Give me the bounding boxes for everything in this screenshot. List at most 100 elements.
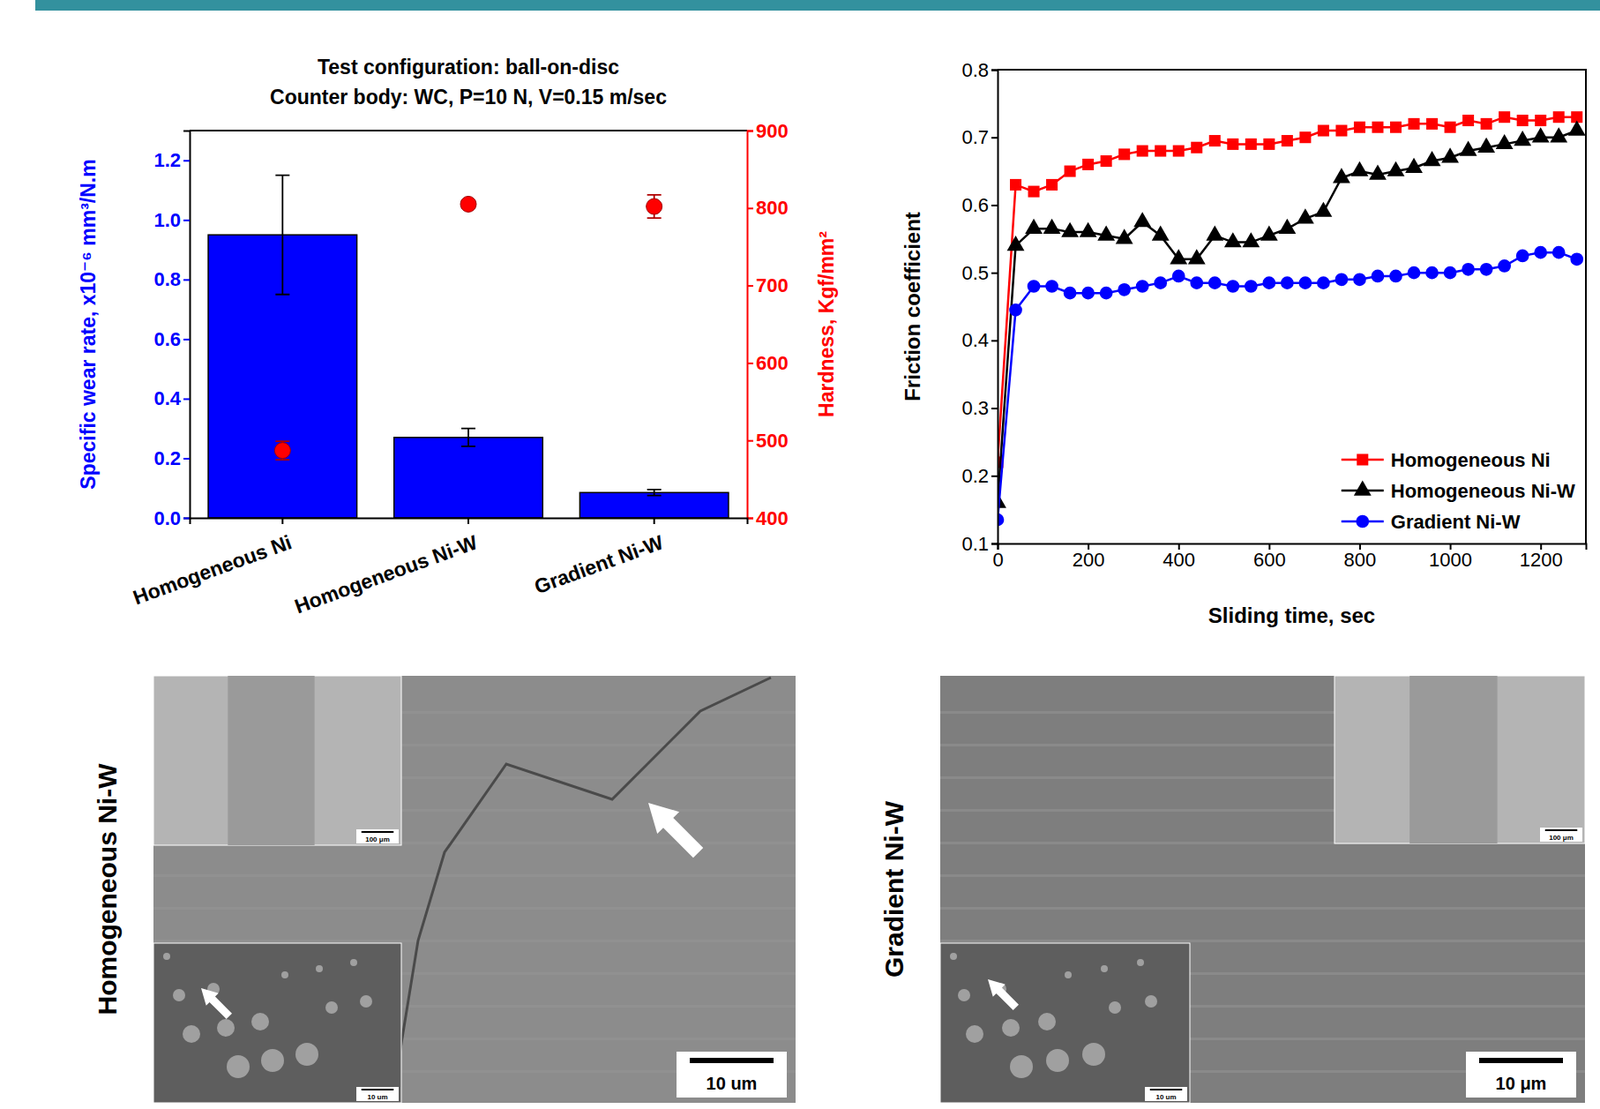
y2-tick: 500 (747, 429, 789, 452)
scale-bar (361, 830, 394, 833)
y-tick: 0.6 (961, 194, 998, 217)
marker (1371, 269, 1385, 284)
sem-debris (1038, 1012, 1056, 1031)
x-tick: 0 (992, 543, 1003, 571)
legend-label: Homogeneous Ni (1390, 448, 1551, 472)
y-tick-label: 0.2 (961, 464, 989, 487)
marker (1281, 134, 1294, 147)
y2-tick: 600 (747, 351, 789, 374)
marker (1081, 286, 1095, 300)
marker (1224, 231, 1242, 247)
error-bar (647, 489, 662, 496)
marker (1553, 111, 1565, 123)
marker (1353, 272, 1367, 286)
y-tick: 0.8 (961, 59, 998, 82)
x-axis-line (190, 518, 748, 525)
sem-debris (325, 1001, 338, 1014)
sem-debris (359, 994, 373, 1008)
x-tick-mark (653, 517, 656, 524)
y-tick: 1.2 (153, 149, 190, 172)
sem-texture (153, 939, 796, 943)
y-axis-title: Specific wear rate, x10⁻⁶ mm³/N.m (76, 158, 100, 489)
plot-frame (997, 69, 1586, 544)
y-tick-mark (183, 457, 190, 460)
y2-tick-label: 500 (755, 429, 789, 452)
marker (1061, 222, 1079, 238)
marker (1097, 225, 1115, 241)
marker (1315, 201, 1333, 217)
legend-marker (1353, 480, 1372, 496)
sem-debris (251, 1012, 270, 1031)
x-axis: 020040060080010001200 (992, 543, 1586, 571)
sem-wear-track (227, 675, 315, 845)
x-tick: 200 (1072, 543, 1106, 571)
y-tick-label: 0.6 (153, 328, 181, 351)
arrow (987, 979, 1019, 1010)
marker (1443, 266, 1458, 280)
marker (1190, 142, 1203, 154)
legend-entry: Gradient Ni-W (1341, 510, 1521, 533)
y-tick: 0.2 (961, 464, 998, 487)
y2-tick: 900 (747, 119, 789, 143)
scale-bar-label: 10 um (706, 1073, 758, 1093)
series-line (997, 117, 1578, 463)
plot-frame (189, 129, 748, 132)
marker (1154, 145, 1167, 158)
x-tick: 600 (1253, 543, 1286, 571)
marker (1099, 286, 1114, 300)
sem-panel: 100 μm10 um10 umHomogeneous Ni-W (92, 675, 796, 1103)
marker (1079, 222, 1098, 238)
sem-debris (1108, 1001, 1122, 1014)
x-tick-label: 400 (1162, 548, 1196, 571)
scale-bar-box (356, 829, 399, 844)
sem-texture (940, 939, 1586, 943)
bar (579, 492, 729, 518)
marker (1549, 127, 1568, 143)
legend-marker (1355, 515, 1369, 529)
marker (1046, 179, 1058, 191)
y2-axis-line (747, 131, 755, 519)
marker (1209, 134, 1221, 147)
scale-bar-label: 10 um (366, 1092, 388, 1101)
y-axis-title: Friction coefficient (900, 211, 925, 402)
sem-debris (957, 988, 971, 1002)
x-tick-label: Gradient Ni-W (530, 530, 666, 599)
scale-bar-label: 10 μm (1495, 1073, 1548, 1093)
plot-area (997, 111, 1586, 526)
marker (1407, 266, 1421, 280)
error-bar (275, 175, 290, 295)
y-axis-line (183, 131, 191, 519)
y-axis-line (991, 70, 999, 545)
y-tick-label: 0.8 (961, 59, 989, 82)
y2-tick-label: 700 (755, 274, 789, 297)
point (274, 442, 291, 459)
panel-label: Homogeneous Ni-W (92, 762, 122, 1016)
x-tick-label: 1200 (1519, 548, 1563, 571)
marker (1405, 157, 1423, 173)
x-tick-label: 600 (1253, 548, 1286, 571)
sem-debris (315, 964, 323, 972)
marker (1260, 225, 1279, 241)
y-tick: 0.7 (961, 126, 998, 149)
sem-debris (216, 1018, 235, 1037)
marker (1263, 138, 1275, 150)
marker (1462, 114, 1474, 127)
marker (1517, 114, 1529, 127)
error-bar (275, 441, 290, 460)
marker (1461, 262, 1475, 277)
y-tick: 0.8 (153, 268, 190, 291)
marker (1534, 114, 1547, 127)
sem-texture (153, 874, 796, 877)
marker (1426, 118, 1438, 130)
chart-title: Test configuration: ball-on-disc (317, 55, 620, 79)
marker (1226, 279, 1240, 293)
marker (1173, 145, 1185, 158)
scale-bar (1545, 829, 1578, 831)
marker (1390, 121, 1402, 134)
marker (1480, 118, 1493, 130)
y-tick-mark (183, 159, 190, 162)
marker (1136, 145, 1149, 158)
marker (1513, 130, 1532, 146)
error-bar (461, 428, 476, 447)
marker (1498, 111, 1511, 123)
